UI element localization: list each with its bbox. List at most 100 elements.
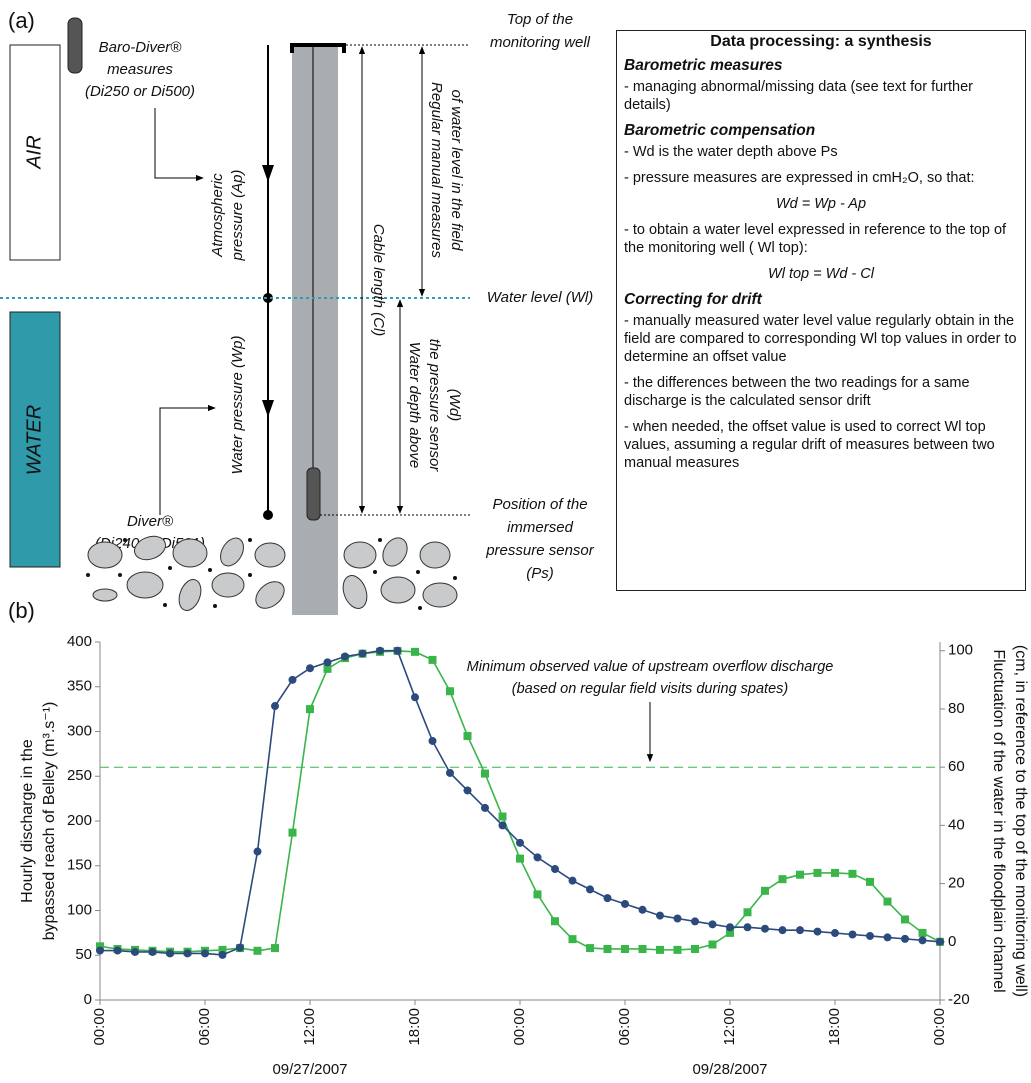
- point: [831, 868, 839, 877]
- depth-text: Water depth above: [406, 342, 423, 468]
- point: [691, 944, 699, 953]
- point: [428, 736, 437, 745]
- point: [533, 853, 542, 862]
- x-tick-label: 06:00: [616, 1008, 633, 1046]
- y-tick-label: 400: [67, 633, 92, 650]
- point: [568, 876, 577, 885]
- point: [918, 936, 927, 945]
- dot: [263, 510, 273, 520]
- date-label: 09/28/2007: [692, 1061, 767, 1078]
- point: [848, 869, 857, 878]
- top-text: monitoring well: [490, 34, 591, 51]
- point: [586, 944, 594, 953]
- ap-text: Atmospheric: [209, 173, 226, 258]
- baro-icon: [67, 17, 83, 74]
- sensor-text: immersed: [507, 519, 574, 536]
- top-text: Top of the: [507, 11, 573, 28]
- point: [848, 930, 857, 939]
- point: [901, 934, 909, 943]
- point: [568, 935, 577, 944]
- section-item: - manually measured water level value re…: [624, 313, 1017, 365]
- x-tick-label: 18:00: [406, 1008, 423, 1046]
- point: [131, 947, 139, 956]
- point: [761, 886, 769, 895]
- point: [743, 923, 752, 932]
- date-label: 09/27/2007: [272, 1061, 347, 1078]
- y-axis-label: Hourly discharge in the: [19, 739, 36, 903]
- point: [428, 655, 437, 664]
- point: [376, 646, 384, 655]
- point: [323, 658, 332, 667]
- point: [306, 664, 314, 673]
- point: [656, 945, 664, 954]
- x-tick-label: 12:00: [721, 1008, 738, 1046]
- point: [621, 899, 629, 908]
- y2-tick-label: 100: [948, 642, 973, 659]
- point: [411, 693, 419, 702]
- point: [271, 702, 279, 711]
- point: [96, 942, 104, 951]
- x-tick-label: 00:00: [931, 1008, 948, 1046]
- x-tick-label: 00:00: [91, 1008, 108, 1046]
- point: [411, 647, 419, 656]
- point: [796, 926, 804, 935]
- point: [218, 945, 227, 954]
- point: [673, 914, 682, 923]
- section-item: Wl top = Wd - Cl: [768, 266, 874, 282]
- air-box: [9, 44, 61, 261]
- point: [551, 865, 559, 874]
- manual-text: Regular manual measures: [428, 82, 445, 258]
- y-tick-label: 300: [67, 722, 92, 739]
- point: [463, 731, 472, 740]
- point: [288, 828, 297, 837]
- point: [866, 877, 874, 886]
- point: [936, 937, 944, 946]
- y2-tick-label: 20: [948, 875, 965, 892]
- y-tick-label: 250: [67, 767, 92, 784]
- point: [708, 920, 717, 929]
- section-heading: Barometric compensation: [624, 122, 816, 139]
- point: [271, 944, 279, 953]
- x-tick-label: 12:00: [301, 1008, 318, 1046]
- point: [831, 929, 839, 938]
- point: [656, 911, 664, 920]
- section-item: - pressure measures are expressed in cmH…: [624, 170, 975, 186]
- point: [148, 947, 157, 956]
- point: [288, 675, 297, 684]
- point: [621, 944, 629, 953]
- water-box: [9, 311, 61, 568]
- point: [603, 944, 612, 953]
- y-tick-label: 100: [67, 901, 92, 918]
- diver-text: Diver®: [127, 513, 174, 530]
- point: [481, 769, 489, 778]
- x-tick-label: 06:00: [196, 1008, 213, 1046]
- well-cap: [290, 43, 346, 53]
- point: [726, 923, 734, 932]
- sensor-text: (Ps): [526, 565, 554, 582]
- point: [516, 854, 524, 863]
- point: [166, 949, 174, 958]
- depth-text: the pressure sensor: [426, 339, 443, 473]
- y2-tick-label: 0: [948, 933, 956, 950]
- section-heading: Correcting for drift: [624, 291, 762, 308]
- point: [533, 890, 542, 899]
- point: [183, 949, 192, 958]
- arrow: [159, 404, 216, 515]
- point: [446, 687, 454, 696]
- point: [796, 870, 804, 879]
- annotation: (based on regular field visits during sp…: [512, 681, 788, 697]
- arrow: [154, 108, 204, 182]
- point: [813, 927, 822, 936]
- cable-text: Cable length (Cl): [370, 224, 387, 337]
- dot: [263, 293, 273, 303]
- section-item: - Wd is the water depth above Ps: [624, 144, 838, 160]
- point: [551, 917, 559, 926]
- depth-text: (Wd): [446, 389, 463, 422]
- y2-tick-label: -20: [948, 991, 970, 1008]
- y2-tick-label: 60: [948, 758, 965, 775]
- wp-text: Water pressure (Wp): [229, 336, 246, 475]
- y-tick-label: 50: [75, 946, 92, 963]
- point: [918, 928, 927, 937]
- baro-text: (Di250 or Di500): [85, 83, 195, 100]
